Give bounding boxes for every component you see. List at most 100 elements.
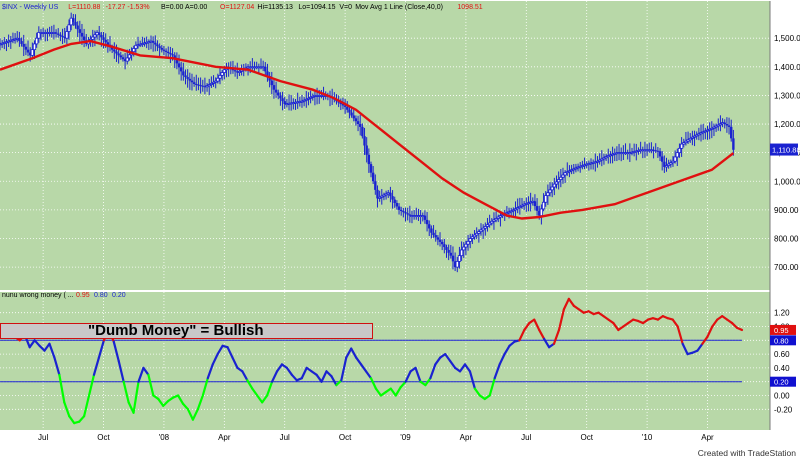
osc-segment — [473, 387, 481, 397]
price-candle — [82, 28, 86, 48]
osc-segment — [364, 370, 373, 380]
osc-segment — [463, 363, 472, 373]
price-candle — [677, 143, 682, 158]
price-candle — [162, 46, 166, 56]
price-candle — [201, 79, 204, 92]
osc-segment — [28, 339, 36, 349]
price-candle — [179, 61, 183, 81]
osc-segment — [711, 318, 719, 328]
price-plot — [0, 12, 735, 273]
price-candle — [205, 83, 209, 92]
osc-segment — [251, 387, 259, 397]
osc-segment — [112, 340, 120, 363]
price-candle — [680, 137, 684, 157]
price-candle — [359, 114, 362, 136]
osc-segment — [414, 366, 422, 383]
osc-segment — [345, 347, 353, 359]
x-tick-label: Apr — [701, 433, 714, 442]
price-candle — [511, 207, 515, 218]
osc-segment — [498, 353, 506, 366]
osc-segment — [300, 366, 308, 380]
osc-segment — [335, 379, 343, 387]
osc-segment — [157, 397, 165, 407]
price-candle — [453, 252, 457, 272]
price-candle — [664, 157, 669, 172]
osc-segment — [53, 356, 61, 376]
osc-segment — [503, 344, 511, 356]
price-candle — [438, 232, 442, 247]
price-candle — [559, 168, 563, 188]
price-candle — [468, 233, 472, 249]
price-y-tick-label: 800.00 — [774, 234, 799, 243]
price-candle — [459, 241, 464, 261]
osc-segment — [404, 370, 412, 383]
price-candle — [272, 80, 276, 99]
price-candle — [658, 148, 662, 161]
price-candle — [675, 148, 679, 166]
osc-segment — [355, 356, 363, 366]
osc-segment — [552, 328, 561, 345]
price-candle — [595, 156, 600, 168]
price-candle — [371, 165, 375, 185]
price-candle — [311, 93, 315, 101]
osc-segment — [325, 370, 333, 378]
osc-segment — [676, 325, 684, 345]
osc-segment — [231, 356, 239, 369]
price-candle — [408, 205, 412, 223]
price-candle — [154, 35, 157, 52]
price-candle — [552, 177, 556, 196]
price-candle — [475, 227, 479, 240]
price-candle — [20, 37, 23, 47]
osc-segment — [142, 366, 150, 376]
price-candle — [557, 171, 561, 190]
price-candle — [690, 130, 694, 146]
price-candle — [393, 196, 396, 208]
header-field: $INX - Weekly US — [2, 4, 59, 11]
price-candle — [279, 92, 282, 106]
price-candle — [199, 77, 202, 94]
price-candle — [169, 46, 172, 63]
price-candle — [483, 222, 487, 236]
price-candle — [218, 66, 222, 85]
price-candle — [447, 244, 450, 261]
price-candle — [391, 190, 394, 209]
price-candle — [156, 40, 159, 52]
price-candle — [554, 175, 559, 189]
price-y-tick-label: 700.00 — [774, 263, 799, 272]
price-candle — [59, 32, 62, 42]
osc-segment — [671, 318, 679, 328]
price-candle — [264, 62, 267, 76]
price-candle — [533, 194, 537, 211]
osc-segment — [523, 321, 531, 332]
x-tick-label: '10 — [642, 433, 653, 442]
price-candle — [72, 13, 75, 26]
price-candle — [440, 239, 444, 251]
osc-segment — [562, 297, 570, 311]
price-candle — [550, 182, 554, 198]
price-candle — [167, 46, 170, 59]
x-axis: Jul Oct '08 Apr Jul Oct '09 Apr Jul Oct '10 Apr — [38, 433, 714, 442]
osc-param: 0.95 — [76, 292, 90, 299]
price-candle — [134, 41, 138, 53]
osc-segment — [360, 363, 368, 373]
osc-segment — [374, 387, 382, 397]
osc-segment — [132, 380, 140, 414]
price-candle — [348, 107, 351, 119]
price-candle — [190, 73, 194, 91]
osc-segment — [216, 344, 224, 356]
price-candle — [389, 186, 392, 203]
price-candle — [697, 127, 701, 141]
price-candle — [18, 31, 21, 47]
price-candle — [423, 210, 427, 224]
price-candle — [516, 198, 520, 214]
dumb-money-annotation: "Dumb Money" = Bullish — [88, 322, 264, 339]
osc-y-tick-label: -0.20 — [774, 405, 793, 414]
osc-param: 0.20 — [112, 292, 126, 299]
price-candle — [520, 197, 524, 209]
last-price-badge — [770, 143, 798, 156]
price-candle — [192, 76, 196, 87]
price-candle — [121, 54, 125, 62]
dumb-money-annotation-box — [0, 323, 373, 339]
price-candle — [464, 240, 468, 256]
price-candle — [470, 233, 474, 244]
